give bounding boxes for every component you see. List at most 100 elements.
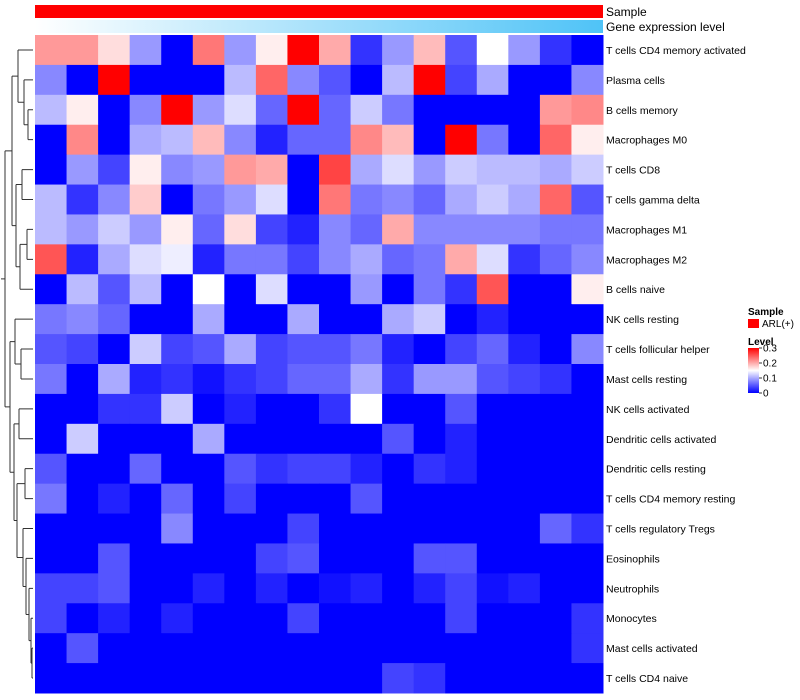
heatmap-cell — [445, 633, 478, 664]
heatmap-cell — [476, 453, 509, 485]
heatmap-cell — [161, 453, 194, 485]
heatmap-cell — [539, 364, 572, 395]
heatmap-cell — [445, 274, 478, 305]
heatmap-cell — [445, 543, 478, 574]
heatmap-cell — [287, 633, 320, 664]
heatmap-cell — [66, 423, 99, 455]
heatmap-cell — [35, 124, 68, 156]
heatmap-cell — [35, 393, 68, 425]
heatmap-cell — [476, 244, 509, 275]
heatmap-cell — [255, 364, 288, 395]
heatmap-cell — [413, 603, 446, 634]
heatmap-cell — [476, 364, 509, 395]
heatmap-cell — [445, 214, 478, 245]
heatmap-cell — [224, 364, 257, 395]
legend-sample-swatch — [748, 319, 759, 328]
heatmap-cell — [350, 334, 383, 365]
heatmap-cell — [508, 274, 541, 305]
heatmap-cell — [98, 573, 131, 604]
heatmap-cell — [224, 244, 257, 275]
heatmap-cell — [192, 633, 225, 664]
sample-annotation-bar — [35, 5, 603, 18]
heatmap-cell — [224, 154, 257, 186]
heatmap-cell — [98, 244, 131, 275]
heatmap-cell — [539, 35, 572, 66]
heatmap-cell — [445, 334, 478, 365]
heatmap-cell — [129, 543, 162, 574]
heatmap-cell — [413, 663, 446, 694]
heatmap-cell — [476, 603, 509, 634]
heatmap-cell — [192, 304, 225, 335]
legend-level-title: Level — [748, 337, 774, 348]
heatmap-cell — [287, 244, 320, 275]
heatmap-cell — [571, 513, 604, 544]
heatmap-cell — [98, 94, 131, 126]
heatmap-cell — [224, 513, 257, 544]
heatmap-cell — [350, 453, 383, 485]
heatmap-cell — [192, 603, 225, 634]
heatmap-cell — [192, 94, 225, 126]
row-dendrogram — [1, 49, 33, 679]
legend-tick-label: 0.2 — [763, 359, 777, 370]
heatmap-cell — [161, 364, 194, 395]
heatmap-cell — [508, 364, 541, 395]
heatmap-cell — [35, 483, 68, 515]
heatmap-cell — [129, 274, 162, 305]
heatmap-cell — [255, 453, 288, 485]
heatmap-cell — [35, 513, 68, 544]
legend: Sample ARL(+) Level 0.3 0.2 0.1 0 — [748, 307, 794, 400]
heatmap-cell — [350, 364, 383, 395]
heatmap-cell — [255, 304, 288, 335]
heatmap-cell — [571, 423, 604, 455]
heatmap-cell — [35, 274, 68, 305]
heatmap-cell — [476, 154, 509, 186]
heatmap-cell — [413, 64, 446, 96]
heatmap-cell — [508, 154, 541, 186]
heatmap-cell — [192, 154, 225, 186]
heatmap-cell — [129, 483, 162, 515]
heatmap-cell — [413, 94, 446, 126]
heatmap-cell — [382, 124, 415, 156]
row-label: Macrophages M2 — [606, 254, 687, 266]
heatmap-cell — [224, 304, 257, 335]
heatmap-cell — [35, 663, 68, 694]
heatmap-cell — [539, 184, 572, 215]
heatmap-cell — [382, 663, 415, 694]
heatmap-cell — [571, 64, 604, 96]
dendrogram-branch — [26, 228, 33, 260]
heatmap-cell — [287, 603, 320, 634]
heatmap-cell — [539, 334, 572, 365]
heatmap-cell — [255, 513, 288, 544]
heatmap-cell — [539, 423, 572, 455]
heatmap-cell — [508, 244, 541, 275]
heatmap-cell — [287, 214, 320, 245]
heatmap-cell — [192, 244, 225, 275]
heatmap-cell — [445, 573, 478, 604]
heatmap-cell — [413, 214, 446, 245]
heatmap-cell — [192, 483, 225, 515]
heatmap-cell — [66, 94, 99, 126]
heatmap-cell — [539, 64, 572, 96]
dendrogram-branch — [11, 75, 18, 227]
heatmap-cell — [539, 663, 572, 694]
gene-expression-annotation-label: Gene expression level — [606, 20, 725, 34]
heatmap-cell — [192, 334, 225, 365]
heatmap-cell — [539, 244, 572, 275]
heatmap-cell — [129, 334, 162, 365]
heatmap-cell — [413, 304, 446, 335]
heatmap-cell — [539, 543, 572, 574]
heatmap-cell — [571, 483, 604, 515]
heatmap-cell — [476, 393, 509, 425]
heatmap-cell — [350, 663, 383, 694]
heatmap-cell — [255, 154, 288, 186]
heatmap-cell — [98, 304, 131, 335]
heatmap-cell — [161, 663, 194, 694]
heatmap-cell — [98, 184, 131, 215]
heatmap-cell — [508, 663, 541, 694]
heatmap-cell — [161, 64, 194, 96]
heatmap-cell — [287, 274, 320, 305]
row-label: Plasma cells — [606, 75, 665, 87]
heatmap-cell — [129, 94, 162, 126]
heatmap-cell — [66, 633, 99, 664]
heatmap-cell — [350, 124, 383, 156]
